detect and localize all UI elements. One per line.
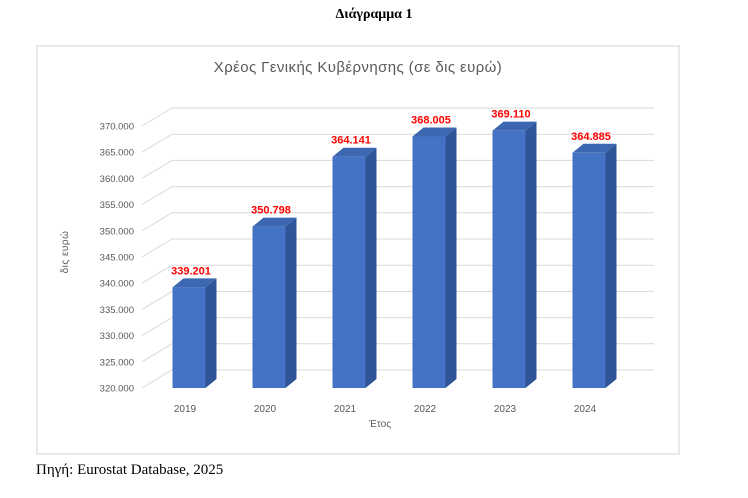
x-tick-label: 2023 bbox=[494, 404, 517, 415]
x-axis-title: Έτος bbox=[368, 419, 391, 430]
bar-side bbox=[525, 121, 537, 388]
y-tick-label: 320.000 bbox=[100, 384, 134, 395]
bar-side bbox=[285, 217, 297, 388]
source-note: Πηγή: Eurostat Database, 2025 bbox=[36, 462, 224, 478]
bar-side bbox=[445, 127, 457, 388]
y-tick-label: 335.000 bbox=[100, 305, 134, 316]
chart-title: Χρέος Γενικής Κυβέρνησης (σε δις ευρώ) bbox=[213, 59, 503, 76]
bar-front-2023 bbox=[492, 130, 526, 388]
x-tick-label: 2021 bbox=[334, 404, 357, 415]
bar-value-label: 364.141 bbox=[331, 135, 371, 147]
y-tick-label: 360.000 bbox=[100, 174, 134, 185]
x-tick-label: 2019 bbox=[174, 404, 197, 415]
bar-side bbox=[205, 278, 217, 388]
bar-top bbox=[172, 278, 217, 288]
bar-side bbox=[605, 143, 617, 388]
bar-top bbox=[492, 121, 537, 131]
bar-value-label: 369.110 bbox=[491, 109, 530, 121]
y-tick-label: 330.000 bbox=[100, 331, 134, 342]
bar-front-2019 bbox=[172, 287, 206, 388]
bar-front-2021 bbox=[332, 156, 366, 388]
y-tick-label: 350.000 bbox=[100, 226, 134, 237]
x-tick-label: 2022 bbox=[414, 404, 437, 415]
y-tick-label: 365.000 bbox=[100, 148, 134, 159]
bar-top bbox=[572, 143, 617, 153]
gridline bbox=[141, 107, 654, 127]
bar-value-label: 368.005 bbox=[411, 114, 451, 126]
y-axis-title: δις ευρώ bbox=[59, 231, 71, 274]
bar-value-label: 364.885 bbox=[571, 131, 611, 143]
bar-front-2024 bbox=[572, 152, 606, 388]
bar-side bbox=[365, 147, 377, 388]
y-tick-label: 355.000 bbox=[100, 200, 134, 211]
bar-top bbox=[412, 127, 457, 137]
chart-container: 320.000 325.000 330.000 335.000 340.000 345.0… bbox=[36, 45, 680, 455]
y-tick-label: 345.000 bbox=[100, 253, 134, 264]
page-title: Διάγραμμα 1 bbox=[335, 7, 413, 22]
y-tick-label: 340.000 bbox=[100, 279, 134, 290]
y-tick-label: 370.000 bbox=[100, 122, 134, 133]
y-tick-label: 325.000 bbox=[100, 357, 134, 368]
bar-value-label: 339.201 bbox=[171, 265, 211, 277]
chart-canvas: 320.000 325.000 330.000 335.000 340.000 345.0… bbox=[59, 107, 654, 430]
bar-top bbox=[252, 217, 297, 227]
bar-front-2020 bbox=[252, 226, 286, 388]
x-tick-label: 2024 bbox=[574, 404, 597, 415]
bar-value-label: 350.798 bbox=[251, 205, 291, 217]
bar-top bbox=[332, 147, 377, 157]
x-tick-label: 2020 bbox=[254, 404, 277, 415]
bar-front-2022 bbox=[412, 136, 446, 388]
